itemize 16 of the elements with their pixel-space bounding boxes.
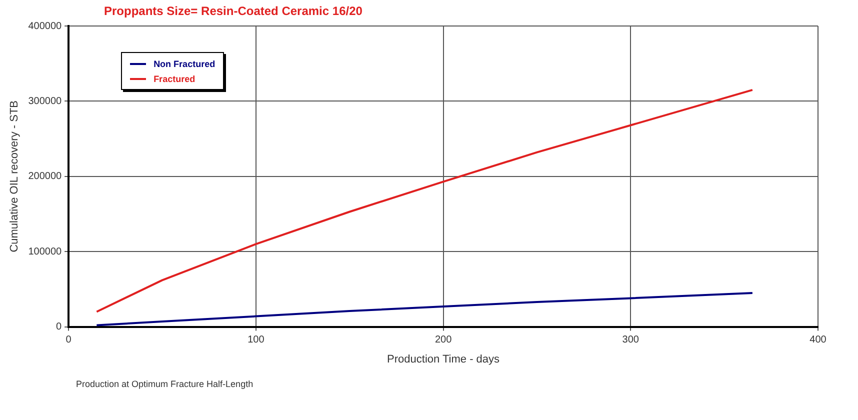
x-tick-label: 200 <box>434 334 452 346</box>
y-tick-label: 0 <box>56 322 62 333</box>
legend-label: Non Fractured <box>154 58 216 68</box>
text: Production at Optimum Fracture Half-Length <box>76 379 254 389</box>
chart-title: Proppants Size= Resin-Coated Ceramic 16/20 <box>104 4 362 18</box>
x-tick-label: 300 <box>622 334 640 346</box>
x-tick-label: 400 <box>810 334 827 346</box>
y-tick-label: 300000 <box>28 96 62 107</box>
x-tick-label: 0 <box>66 334 72 346</box>
y-tick-label: 100000 <box>28 246 62 258</box>
x-tick-label: 100 <box>248 334 265 346</box>
x-axis-title: Production Time - days <box>387 353 500 366</box>
y-tick-label: 200000 <box>28 171 62 182</box>
y-axis-title: Cumulative OIL recovery - STB <box>8 100 21 252</box>
legend-label: Fractured <box>154 74 196 84</box>
y-tick-label: 400000 <box>28 20 62 32</box>
